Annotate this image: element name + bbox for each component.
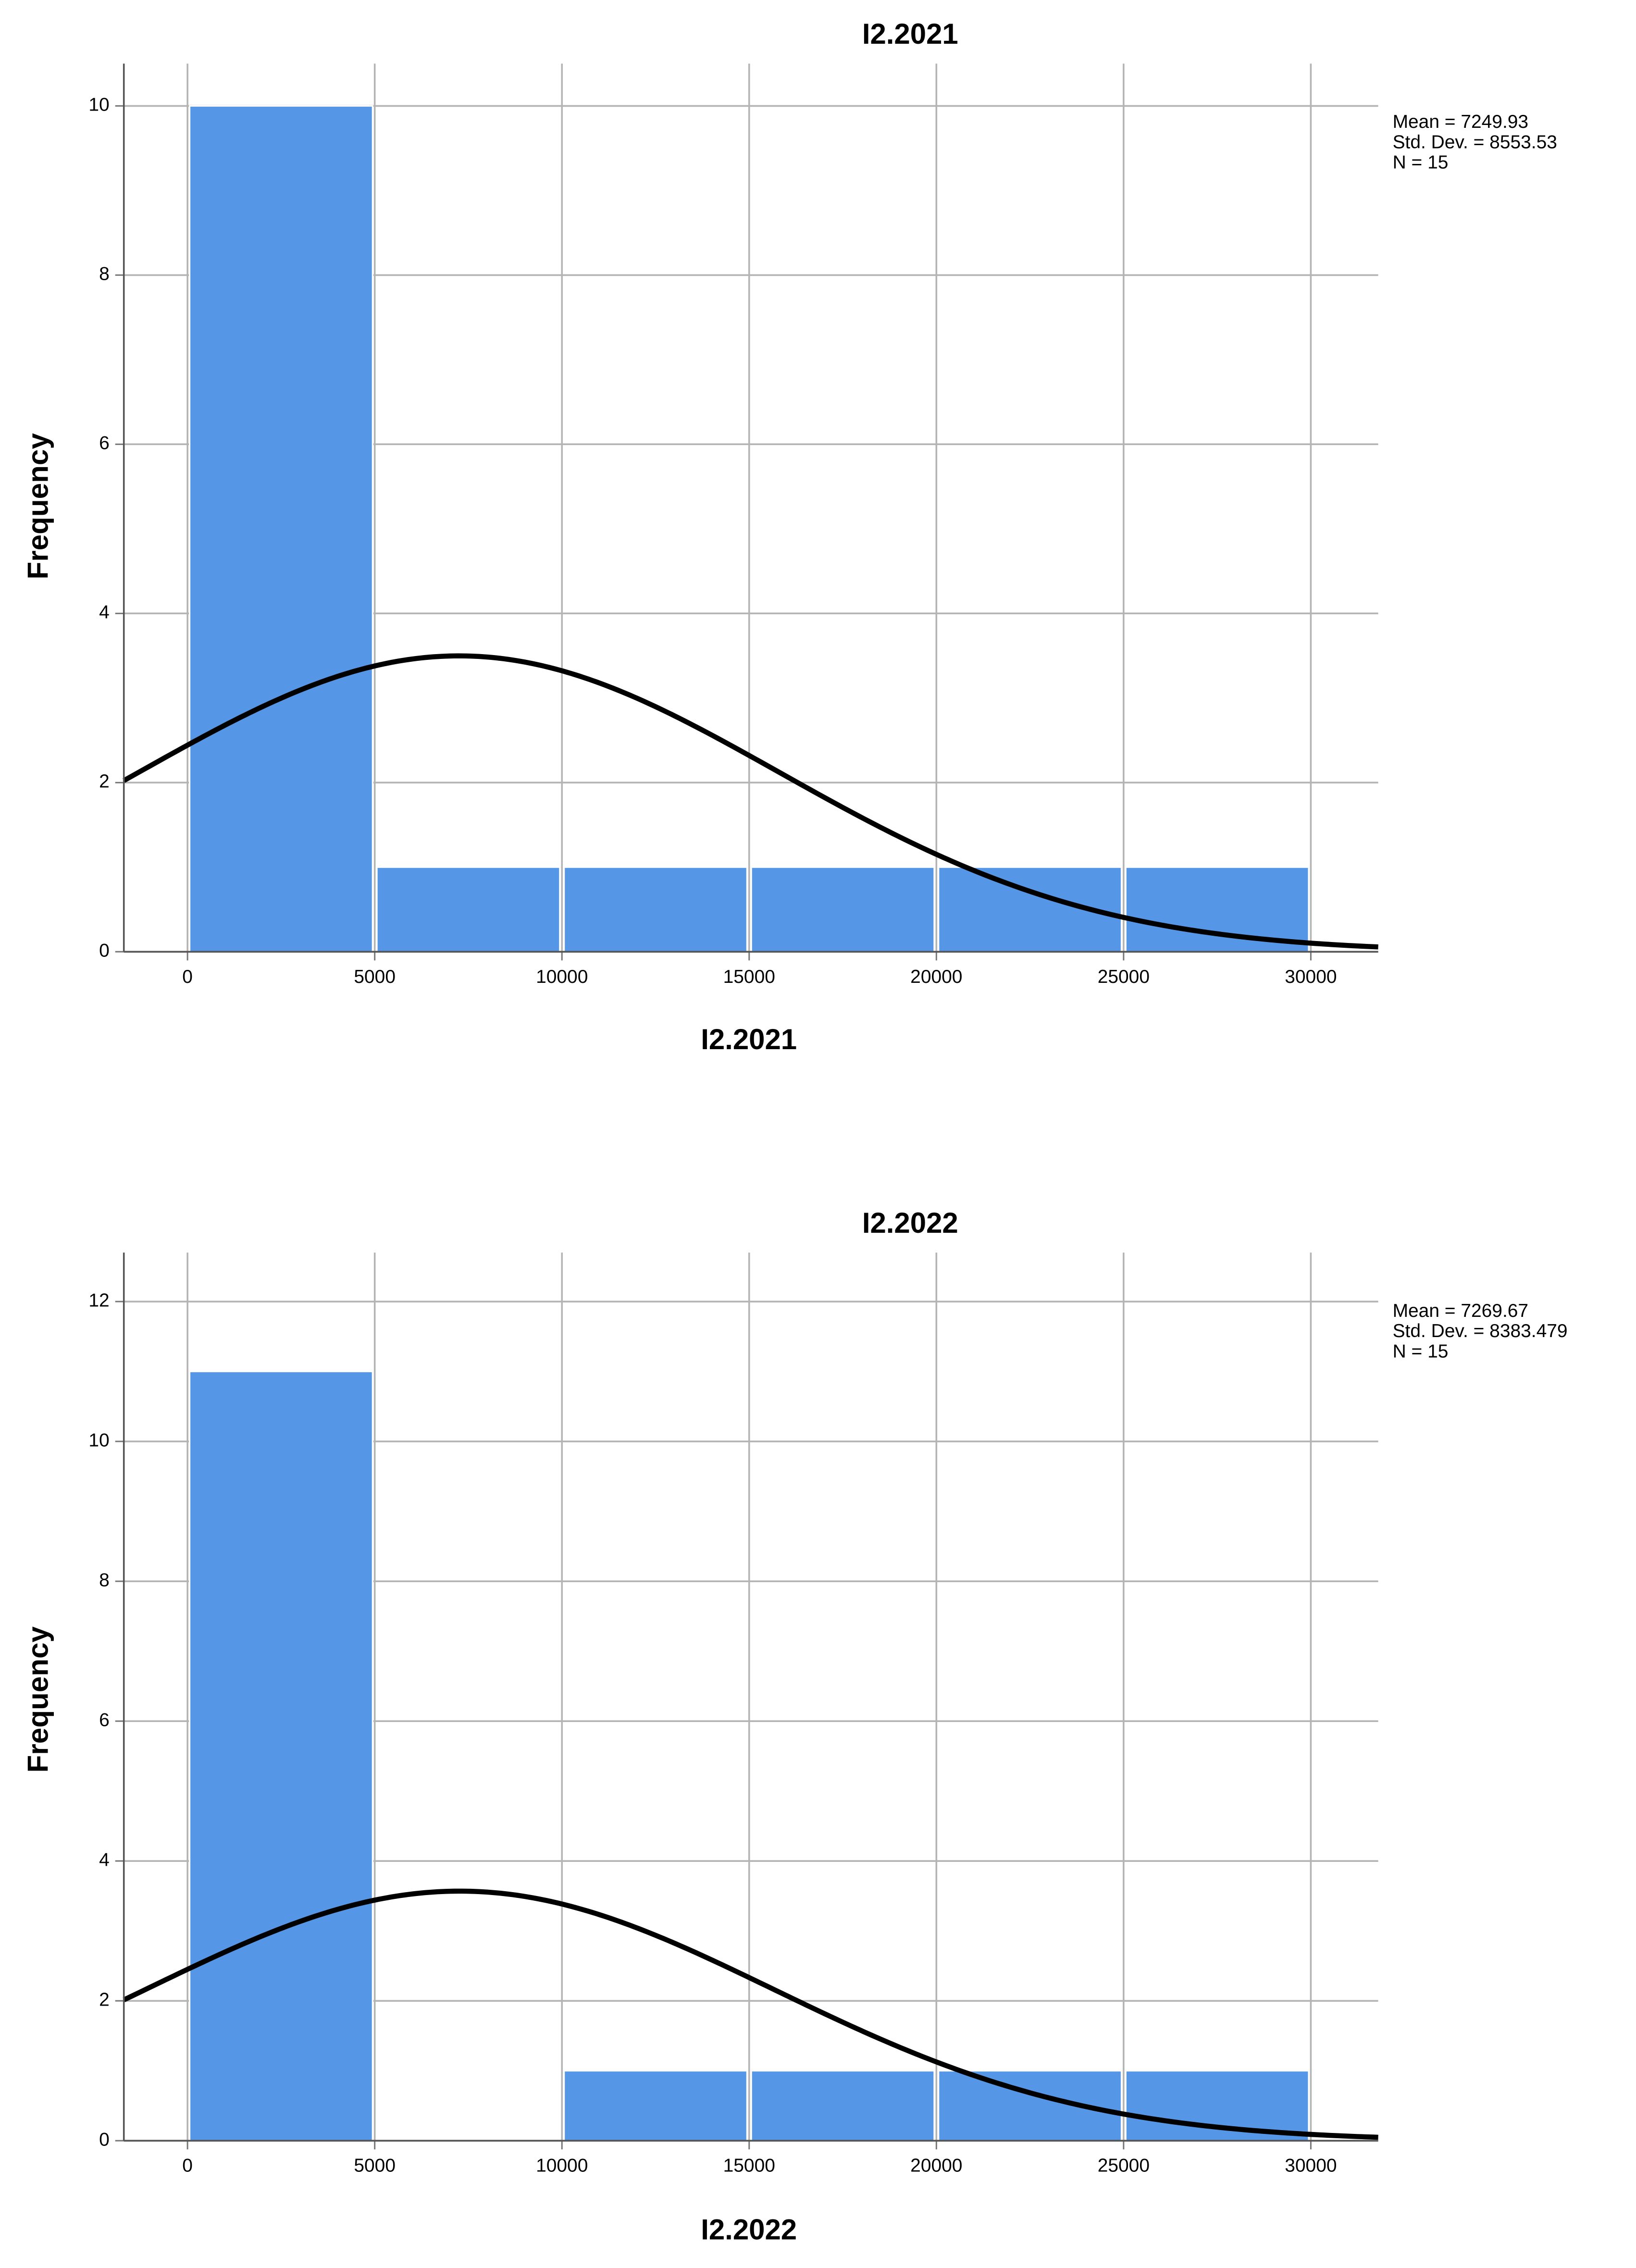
- bar: [1125, 866, 1310, 953]
- bar: [189, 1371, 373, 2142]
- stat-label: Std. Dev. = 8553.53: [1393, 132, 1557, 152]
- bar: [563, 866, 748, 953]
- bar: [189, 105, 373, 953]
- y-tick-label: 12: [88, 1290, 109, 1311]
- y-tick-label: 4: [99, 602, 110, 623]
- stat-label: Mean = 7249.93: [1393, 112, 1528, 132]
- normal-curve: [123, 1888, 1378, 2140]
- y-tick-label: 2: [99, 771, 110, 792]
- normal-curve: [123, 653, 1378, 950]
- stat-label: Std. Dev. = 8383.479: [1393, 1321, 1568, 1341]
- y-tick-label: 10: [88, 1430, 109, 1450]
- bar: [376, 866, 561, 953]
- y-tick-label: 0: [99, 941, 110, 961]
- x-tick-label: 30000: [1285, 967, 1337, 987]
- y-tick-label: 6: [99, 433, 110, 454]
- y-tick-label: 8: [99, 264, 110, 285]
- stat-label: N = 15: [1393, 152, 1449, 173]
- y-tick-label: 6: [99, 1710, 110, 1730]
- x-tick-label: 20000: [910, 2156, 962, 2176]
- x-tick-label: 15000: [723, 967, 775, 987]
- x-axis-label: I2.2022: [701, 2214, 797, 2246]
- stat-label: Mean = 7269.67: [1393, 1301, 1528, 1321]
- y-tick-label: 8: [99, 1570, 110, 1590]
- chart-title: I2.2022: [862, 1207, 958, 1239]
- x-tick-label: 0: [182, 967, 193, 987]
- x-tick-label: 10000: [536, 2156, 588, 2176]
- bar: [750, 866, 935, 953]
- x-tick-label: 15000: [723, 2156, 775, 2176]
- stat-label: N = 15: [1393, 1341, 1449, 1362]
- y-axis-label: Frequency: [22, 1626, 54, 1772]
- y-tick-label: 4: [99, 1849, 110, 1870]
- x-axis-label: I2.2021: [701, 1023, 797, 1055]
- x-tick-label: 25000: [1098, 967, 1150, 987]
- bar: [563, 2070, 748, 2142]
- y-tick-label: 2: [99, 1989, 110, 2010]
- x-tick-label: 0: [182, 2156, 193, 2176]
- bar: [750, 2070, 935, 2142]
- x-tick-label: 10000: [536, 967, 588, 987]
- y-tick-label: 10: [88, 95, 109, 115]
- x-tick-label: 25000: [1098, 2156, 1150, 2176]
- y-tick-label: 0: [99, 2129, 110, 2150]
- y-axis-label: Frequency: [22, 433, 54, 580]
- x-tick-label: 30000: [1285, 2156, 1337, 2176]
- x-tick-label: 5000: [354, 2156, 396, 2176]
- x-tick-label: 20000: [910, 967, 962, 987]
- chart-title: I2.2021: [862, 18, 958, 50]
- x-tick-label: 5000: [354, 967, 396, 987]
